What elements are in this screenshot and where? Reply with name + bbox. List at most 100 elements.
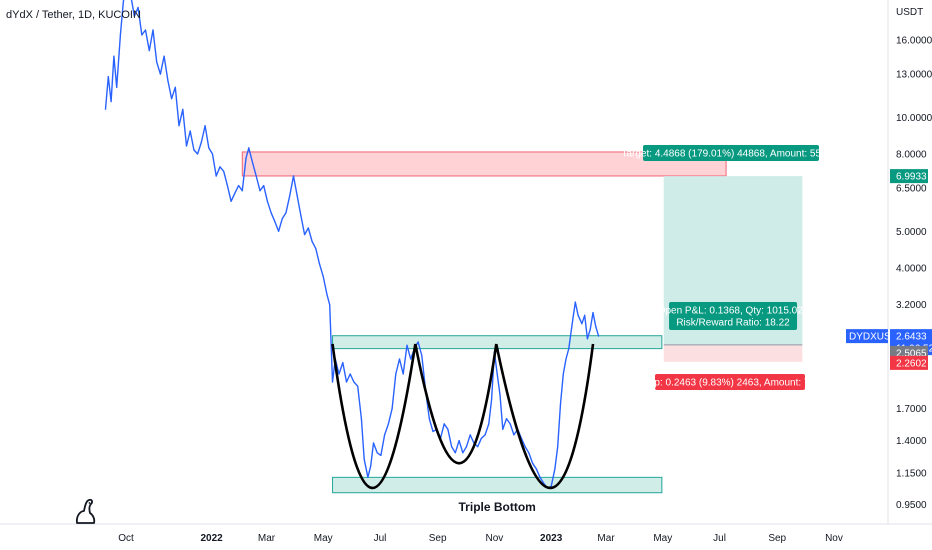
price-point	[496, 373, 498, 375]
price-point	[505, 418, 508, 420]
price-point	[421, 354, 423, 357]
price-point	[395, 373, 397, 375]
price-point	[185, 145, 188, 147]
triple-bottom-arc-1[interactable]	[331, 343, 417, 489]
price-point	[226, 185, 228, 187]
price-point	[174, 86, 176, 88]
price-tick-label: 16.0000	[896, 36, 932, 47]
price-axis[interactable]: USDT 16.0000 13.0000 10.0000 8.0000 6.5000 5.0…	[846, 7, 932, 511]
price-point	[248, 147, 250, 149]
price-point	[398, 358, 401, 360]
symbol-title: dYdX / Tether, 1D, KUCOIN	[6, 9, 141, 21]
price-point	[532, 462, 534, 464]
open-pnl-label[interactable]: Open P&L: 0.1368, Qty: 1015.022Risk/Rewa…	[658, 302, 809, 330]
price-tick-label: 10.0000	[896, 113, 932, 124]
price-point	[363, 458, 365, 460]
price-point	[133, 15, 135, 17]
price-tick-label: 3.2000	[896, 300, 927, 311]
triple-bottom-arc-3[interactable]	[494, 343, 595, 489]
price-point	[197, 153, 199, 155]
price-point	[572, 320, 574, 322]
price-point	[107, 76, 109, 78]
price-point	[360, 418, 362, 420]
price-point	[234, 192, 236, 194]
price-point	[451, 446, 453, 448]
price-point	[410, 358, 412, 360]
target-label[interactable]: Target: 4.4868 (179.01%) 44868, Amount: …	[621, 145, 841, 161]
price-point	[251, 161, 254, 163]
price-point	[345, 381, 348, 383]
price-point	[338, 373, 340, 375]
price-point	[119, 34, 121, 36]
pattern-label[interactable]: Triple Bottom	[459, 500, 536, 514]
price-tick-label: 0.9500	[896, 500, 927, 511]
price-tick-label: 13.0000	[896, 70, 932, 81]
support-zone[interactable]	[332, 476, 663, 494]
price-point	[315, 248, 317, 250]
price-point	[586, 338, 589, 340]
time-tick-label: Oct	[118, 533, 134, 544]
triple-bottom-arc-2[interactable]	[414, 343, 498, 465]
price-point	[296, 195, 298, 197]
price-point	[342, 362, 344, 364]
target-label-text: Target: 4.4868 (179.01%) 44868, Amount: …	[621, 149, 840, 160]
price-point	[577, 314, 579, 316]
price-point	[223, 170, 225, 172]
price-point	[238, 185, 240, 187]
price-point	[285, 212, 287, 214]
price-point	[300, 215, 302, 217]
price-tick-label: 1.1500	[896, 469, 927, 480]
price-point	[281, 218, 283, 220]
target-label-bg	[643, 145, 819, 161]
stop-label-text: Stop: 0.2463 (9.83%) 2463, Amount: 750	[639, 378, 821, 389]
price-point	[122, 2, 124, 4]
time-tick-label: Mar	[597, 533, 615, 544]
stop-price-tag: 2.2602	[896, 358, 927, 369]
tradingview-logo[interactable]	[75, 498, 96, 524]
stop-label[interactable]: Stop: 0.2463 (9.83%) 2463, Amount: 750	[639, 374, 821, 390]
time-tick-label: Jul	[713, 533, 726, 544]
price-point	[562, 373, 564, 375]
price-point	[491, 398, 493, 400]
price-point	[141, 34, 143, 36]
price-point	[349, 373, 351, 375]
price-point	[406, 344, 408, 346]
ticker-tag[interactable]: DYDXUSDT	[849, 332, 904, 343]
price-point	[469, 434, 471, 436]
stop-zone[interactable]	[663, 344, 803, 362]
price-point	[230, 200, 232, 202]
price-point	[178, 125, 180, 127]
price-point	[509, 423, 511, 425]
open-pnl-label-text: Risk/Reward Ratio: 18.22	[676, 318, 790, 329]
price-point	[204, 125, 206, 127]
price-axis-unit: USDT	[896, 7, 923, 18]
price-tick-label: 1.4000	[896, 436, 927, 447]
price-point	[263, 185, 265, 187]
time-tick-label: Sep	[429, 533, 447, 544]
price-point	[219, 166, 221, 168]
price-point	[152, 29, 154, 31]
price-point	[144, 29, 147, 31]
price-point	[559, 403, 562, 405]
price-point	[208, 147, 210, 149]
time-tick-label: Mar	[258, 533, 276, 544]
time-axis[interactable]: Oct 2022 Mar May Jul Sep Nov 2023 Mar May Jul Sep No…	[118, 533, 843, 544]
time-tick-label: May	[314, 533, 333, 544]
price-point	[592, 312, 594, 314]
price-point	[104, 108, 107, 110]
price-point	[432, 430, 434, 433]
price-point	[215, 175, 217, 177]
time-tick-label: May	[653, 533, 672, 544]
price-point	[543, 482, 545, 484]
last-price-tag: 2.6433	[896, 332, 927, 343]
price-point	[502, 428, 504, 430]
price-point	[554, 468, 556, 470]
open-pnl-label-bg	[669, 302, 798, 330]
price-point	[292, 175, 295, 177]
price-point	[255, 175, 257, 177]
price-point	[274, 221, 276, 223]
price-point	[477, 446, 479, 448]
price-point	[568, 348, 570, 350]
